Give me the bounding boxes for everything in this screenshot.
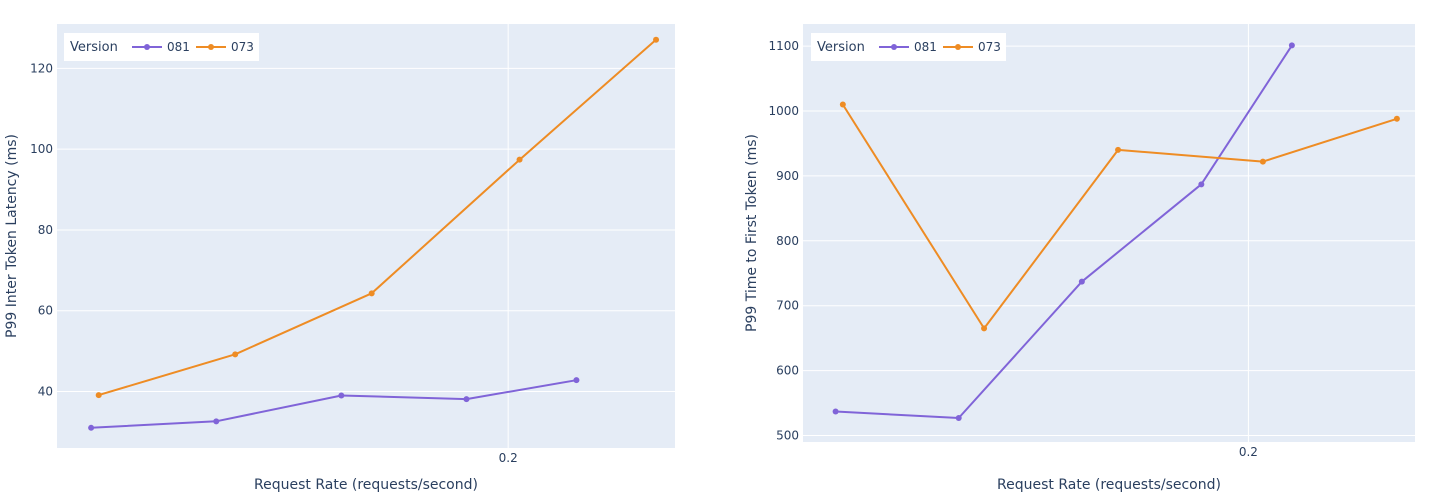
- data-point-073: [1115, 146, 1122, 153]
- y-tick-label: 120: [30, 61, 53, 75]
- y-tick-label: 60: [38, 304, 53, 318]
- legend-title: Version: [817, 40, 865, 55]
- data-point-081: [338, 392, 345, 399]
- legend: Version 081 073: [64, 33, 259, 61]
- legend-label-073[interactable]: 073: [978, 40, 1001, 54]
- x-axis-title: Request Rate (requests/second): [997, 477, 1221, 493]
- y-tick-label: 800: [776, 234, 799, 248]
- y-tick-label: 700: [776, 299, 799, 313]
- y-tick-label: 600: [776, 364, 799, 378]
- legend-marker-081[interactable]: [144, 44, 150, 50]
- data-point-081: [463, 396, 470, 403]
- data-point-081: [1198, 181, 1205, 188]
- plot-area: [57, 24, 675, 448]
- data-point-073: [839, 101, 846, 108]
- y-tick-label: 100: [30, 142, 53, 156]
- data-point-081: [88, 424, 95, 431]
- data-point-081: [1078, 278, 1085, 285]
- x-tick-label: 0.2: [1239, 445, 1258, 459]
- data-point-081: [832, 408, 839, 415]
- legend-label-081[interactable]: 081: [167, 40, 190, 54]
- data-point-073: [95, 392, 102, 399]
- legend-marker-081[interactable]: [891, 44, 897, 50]
- data-point-073: [653, 36, 660, 43]
- y-tick-label: 1100: [768, 39, 799, 53]
- data-point-081: [955, 414, 962, 421]
- legend-marker-073[interactable]: [208, 44, 214, 50]
- data-point-081: [213, 418, 220, 425]
- data-point-081: [573, 377, 580, 384]
- y-axis-title: P99 Inter Token Latency (ms): [4, 134, 20, 338]
- legend: Version 081 073: [811, 33, 1006, 61]
- legend-label-073[interactable]: 073: [231, 40, 254, 54]
- legend-label-081[interactable]: 081: [914, 40, 937, 54]
- data-point-073: [516, 156, 523, 163]
- data-point-073: [232, 351, 239, 358]
- data-point-073: [1259, 158, 1266, 165]
- y-tick-label: 1000: [768, 104, 799, 118]
- data-point-073: [981, 325, 988, 332]
- y-axis-title: P99 Time to First Token (ms): [744, 134, 760, 332]
- x-axis-title: Request Rate (requests/second): [254, 477, 478, 493]
- data-point-081: [1288, 42, 1295, 49]
- y-tick-label: 80: [38, 223, 53, 237]
- chart-1: 40 60 80 100 120 0.2 Request Rate (requests/se…: [4, 24, 675, 493]
- plot-area: [803, 24, 1415, 442]
- legend-title: Version: [70, 40, 118, 55]
- y-tick-label: 40: [38, 384, 53, 398]
- chart-2: 500 600 700 800 900 1000 1100 0.2 Request Rate (…: [744, 24, 1415, 493]
- legend-marker-073[interactable]: [955, 44, 961, 50]
- data-point-073: [368, 290, 375, 297]
- data-point-073: [1393, 115, 1400, 122]
- y-tick-label: 900: [776, 169, 799, 183]
- y-tick-label: 500: [776, 429, 799, 443]
- x-tick-label: 0.2: [499, 451, 518, 465]
